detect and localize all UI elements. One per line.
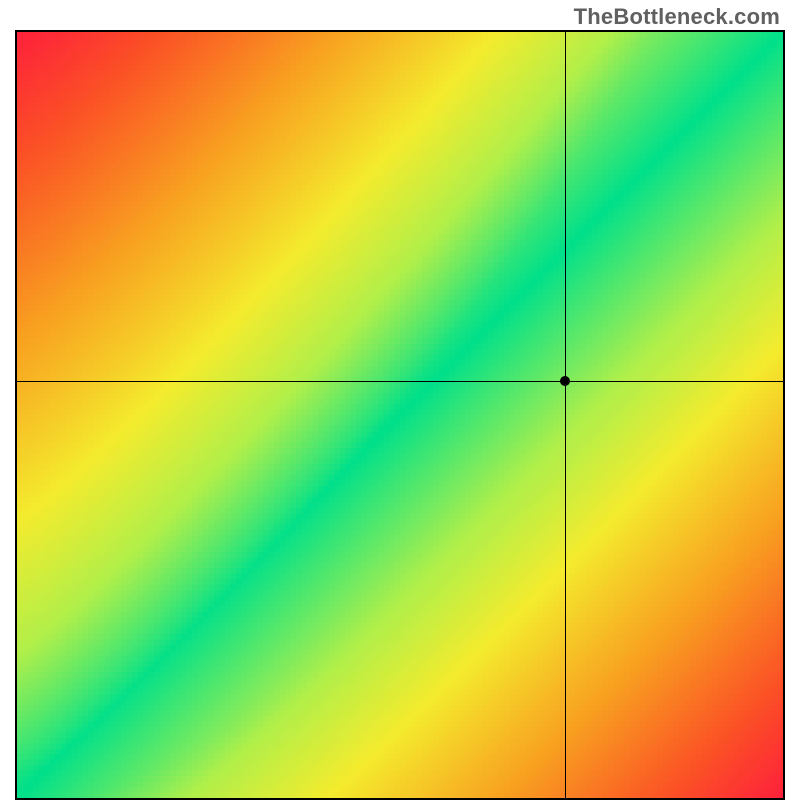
watermark-text: TheBottleneck.com [574, 4, 780, 30]
crosshair-vertical [565, 32, 566, 798]
heatmap-canvas [17, 32, 783, 798]
crosshair-horizontal [17, 381, 783, 382]
plot-frame [15, 30, 785, 800]
crosshair-marker [560, 376, 570, 386]
